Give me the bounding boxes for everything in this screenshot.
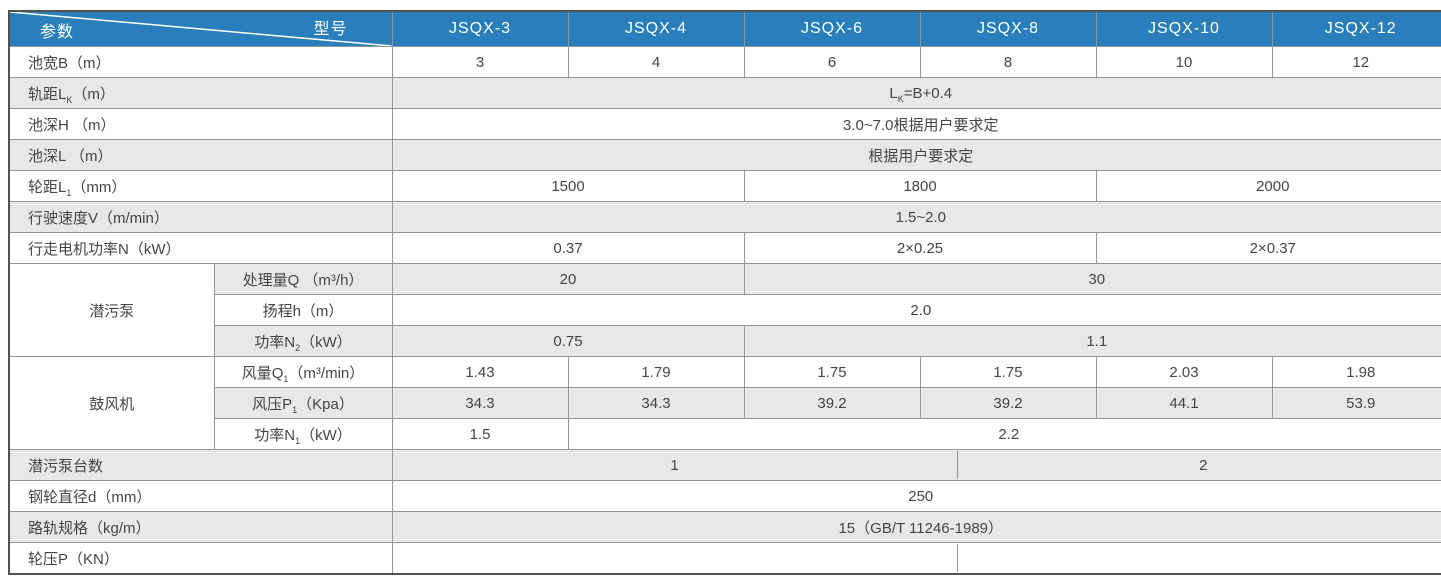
sub-row-label: 处理量Q （m³/h）: [213, 263, 393, 295]
row-pump-flow: 潜污泵 处理量Q （m³/h） 20 30: [8, 263, 1441, 357]
value-cell: 1 2: [391, 449, 1441, 481]
value-cell: 20: [391, 263, 745, 295]
row-pump-power: 功率N2（kW） 0.75 1.1: [9, 325, 1441, 357]
value-cell: 1: [393, 451, 958, 479]
row-label: 轨距LK（m）: [8, 77, 393, 109]
value-cell: 34.3: [567, 387, 745, 419]
model-column-header: JSQX-8: [919, 10, 1097, 47]
value-cell: 1.5: [391, 418, 569, 450]
value-cell: [958, 544, 1441, 572]
spec-table: 型号 参数 JSQX-3 JSQX-4 JSQX-6 JSQX-8 JSQX-1…: [8, 10, 1441, 575]
value-cell: 10: [1095, 46, 1273, 78]
value-cell: 1.79: [567, 356, 745, 388]
value-cell: LK=B+0.4: [391, 77, 1441, 109]
model-column-header: JSQX-12: [1271, 10, 1441, 47]
value-cell: 1.1: [743, 325, 1441, 357]
model-column-header: JSQX-10: [1095, 10, 1273, 47]
value-cell: 3.0~7.0根据用户要求定: [391, 108, 1441, 140]
sub-row-label: 功率N2（kW）: [213, 325, 393, 357]
row-label: 潜污泵台数: [8, 449, 393, 481]
row-label: 池深H （m）: [8, 108, 393, 140]
row-pool-depth-l: 池深L （m） 根据用户要求定: [8, 139, 1441, 171]
diagonal-line: [10, 12, 392, 46]
value-cell: 1.75: [919, 356, 1097, 388]
value-cell: 1.43: [391, 356, 569, 388]
row-wheel-pressure: 轮压P（KN）: [8, 542, 1441, 575]
row-label: 轮距L1（mm）: [8, 170, 393, 202]
row-label: 池深L （m）: [8, 139, 393, 171]
value-cell: 0.37: [391, 232, 745, 264]
value-cell: 250: [391, 480, 1441, 512]
row-pump-count: 潜污泵台数 1 2: [8, 449, 1441, 481]
row-rail-spec: 路轨规格（kg/m） 15（GB/T 11246-1989）: [8, 511, 1441, 543]
model-column-header: JSQX-3: [391, 10, 569, 47]
row-wheel-diameter: 钢轮直径d（mm） 250: [8, 480, 1441, 512]
row-label: 池宽B（m）: [8, 46, 393, 78]
row-pool-depth-h: 池深H （m） 3.0~7.0根据用户要求定: [8, 108, 1441, 140]
value-cell: 1800: [743, 170, 1097, 202]
row-blower-air-pressure: 风压P1（Kpa） 34.3 34.3 39.2 39.2 44.1 53.9: [9, 387, 1441, 419]
value-cell: 2×0.37: [1095, 232, 1441, 264]
corner-model-label: 型号: [313, 21, 348, 38]
value-cell: 2.2: [567, 418, 1441, 450]
row-pump-head: 扬程h（m） 2.0: [9, 294, 1441, 326]
row-label: 钢轮直径d（mm）: [8, 480, 393, 512]
value-cell: 12: [1271, 46, 1441, 78]
value-cell: 6: [743, 46, 921, 78]
sub-row-label: 功率N1（kW）: [213, 418, 393, 450]
row-travel-motor-power: 行走电机功率N（kW） 0.37 2×0.25 2×0.37: [8, 232, 1441, 264]
value-cell: 39.2: [919, 387, 1097, 419]
value-cell: 2.0: [391, 294, 1441, 326]
value-cell: 1500: [391, 170, 745, 202]
row-wheel-base: 轮距L1（mm） 1500 1800 2000: [8, 170, 1441, 202]
value-cell: 2×0.25: [743, 232, 1097, 264]
value-cell: 39.2: [743, 387, 921, 419]
corner-cell: 型号 参数: [8, 10, 393, 47]
value-cell: 15（GB/T 11246-1989）: [391, 511, 1441, 543]
sub-row-label: 风量Q1（m³/min）: [213, 356, 393, 388]
value-cell: 2000: [1095, 170, 1441, 202]
header-row: 型号 参数 JSQX-3 JSQX-4 JSQX-6 JSQX-8 JSQX-1…: [8, 10, 1441, 47]
value-cell: 根据用户要求定: [391, 139, 1441, 171]
value-cell: 4: [567, 46, 745, 78]
row-pool-width: 池宽B（m） 3 4 6 8 10 12: [8, 46, 1441, 78]
group-label-blower: 鼓风机: [8, 356, 215, 450]
value-cell: 34.3: [391, 387, 569, 419]
value-cell: 1.5~2.0: [391, 201, 1441, 233]
value-cell: 3: [391, 46, 569, 78]
value-cell: 0.75: [391, 325, 745, 357]
value-cell: 1.75: [743, 356, 921, 388]
corner-param-label: 参数: [40, 24, 75, 41]
value-cell: 2.03: [1095, 356, 1273, 388]
group-label-pump: 潜污泵: [8, 263, 215, 357]
row-label: 轮压P（KN）: [8, 542, 393, 575]
value-cell: 8: [919, 46, 1097, 78]
value-cell: 44.1: [1095, 387, 1273, 419]
row-label: 行驶速度V（m/min）: [8, 201, 393, 233]
value-cell: 30: [743, 263, 1441, 295]
row-label: 路轨规格（kg/m）: [8, 511, 393, 543]
value-cell: 1.98: [1271, 356, 1441, 388]
row-travel-speed: 行驶速度V（m/min） 1.5~2.0: [8, 201, 1441, 233]
value-cell: 2: [1199, 456, 1208, 474]
model-column-header: JSQX-6: [743, 10, 921, 47]
row-label: 行走电机功率N（kW）: [8, 232, 393, 264]
value-cell: 53.9: [1271, 387, 1441, 419]
value-cell: [393, 544, 958, 572]
row-rail-gauge: 轨距LK（m） LK=B+0.4: [8, 77, 1441, 109]
sub-row-label: 风压P1（Kpa）: [213, 387, 393, 419]
row-blower-power: 功率N1（kW） 1.5 2.2: [9, 418, 1441, 450]
row-blower-air-volume: 鼓风机 风量Q1（m³/min） 1.43 1.79 1.75 1.75 2.0…: [8, 356, 1441, 450]
sub-row-label: 扬程h（m）: [213, 294, 393, 326]
model-column-header: JSQX-4: [567, 10, 745, 47]
value-cell: [391, 542, 1441, 575]
